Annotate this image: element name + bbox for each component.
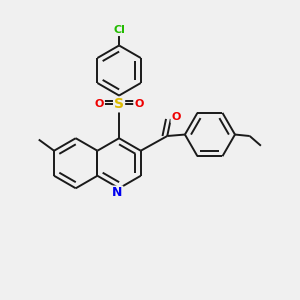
Text: N: N bbox=[112, 187, 122, 200]
Text: S: S bbox=[114, 98, 124, 111]
Text: O: O bbox=[171, 112, 181, 122]
Text: O: O bbox=[134, 99, 143, 109]
Text: Cl: Cl bbox=[113, 25, 125, 35]
Text: O: O bbox=[95, 99, 104, 109]
